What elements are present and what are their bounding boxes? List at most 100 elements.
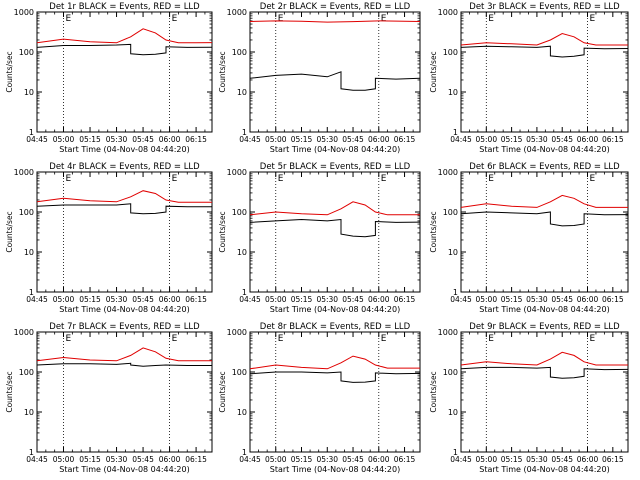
x-tick-label: 05:00 <box>475 455 497 464</box>
plot-frame <box>249 331 421 453</box>
x-tick-label: 05:45 <box>551 455 573 464</box>
x-tick-label: 06:15 <box>185 455 207 464</box>
x-tick-label: 04:45 <box>239 455 261 464</box>
x-tick-label: 06:00 <box>577 135 599 144</box>
event-marker-label: E <box>66 334 72 344</box>
event-marker-label: E <box>278 14 284 24</box>
x-tick-label: 05:00 <box>53 295 75 304</box>
x-tick-label: 05:45 <box>551 135 573 144</box>
event-marker-label: E <box>66 174 72 184</box>
x-tick-label: 06:00 <box>159 455 181 464</box>
y-tick-label: 1 <box>242 128 247 137</box>
x-tick-label: 06:15 <box>394 135 416 144</box>
x-tick-label: 06:15 <box>185 295 207 304</box>
y-tick-label: 1 <box>29 288 34 297</box>
y-axis-label: Counts/sec <box>5 51 14 92</box>
x-tick-label: 04:45 <box>239 295 261 304</box>
x-axis-label: Start Time (04-Nov-08 04:44:20) <box>59 305 189 314</box>
x-tick-label: 05:15 <box>79 135 101 144</box>
y-tick-label: 100 <box>232 48 247 57</box>
series-line-events <box>36 362 212 367</box>
detector-panel: Det 5r BLACK = Events, RED = LLD 1 10 100 10… <box>218 162 421 314</box>
x-tick-label: 05:15 <box>501 295 523 304</box>
event-marker-label: E <box>590 174 596 184</box>
event-marker-label: E <box>590 334 596 344</box>
y-axis-label: Counts/sec <box>429 211 438 252</box>
x-tick-label: 05:15 <box>501 135 523 144</box>
y-tick-label: 1000 <box>14 168 34 177</box>
event-marker-label: E <box>172 334 178 344</box>
y-tick-label: 10 <box>448 248 458 257</box>
x-tick-label: 06:00 <box>159 135 181 144</box>
x-tick-label: 05:30 <box>316 135 338 144</box>
x-tick-label: 06:00 <box>368 455 390 464</box>
y-tick-label: 100 <box>19 208 34 217</box>
y-tick-label: 10 <box>448 88 458 97</box>
y-tick-label: 10 <box>237 88 247 97</box>
x-tick-label: 05:45 <box>342 295 364 304</box>
series-line-lld <box>36 28 213 44</box>
x-tick-label: 05:00 <box>475 135 497 144</box>
y-tick-label: 100 <box>19 48 34 57</box>
panel-title: Det 5r BLACK = Events, RED = LLD <box>260 162 411 172</box>
y-tick-label: 1000 <box>227 168 247 177</box>
series-line-events <box>460 211 629 227</box>
series-line-events <box>36 203 212 215</box>
y-tick-label: 1 <box>453 128 458 137</box>
series-line-lld <box>249 201 420 216</box>
series-line-events <box>460 45 629 58</box>
series-line-events <box>249 371 421 383</box>
y-tick-label: 1000 <box>227 328 247 337</box>
y-tick-label: 10 <box>237 248 247 257</box>
x-tick-label: 05:15 <box>501 455 523 464</box>
plot-frame <box>460 171 629 293</box>
x-tick-label: 05:15 <box>291 455 313 464</box>
y-tick-label: 1000 <box>438 8 458 17</box>
y-tick-label: 10 <box>24 248 34 257</box>
panel-title: Det 4r BLACK = Events, RED = LLD <box>49 162 200 172</box>
x-tick-label: 06:00 <box>368 135 390 144</box>
x-tick-label: 04:45 <box>239 135 261 144</box>
detector-panel: Det 4r BLACK = Events, RED = LLD 1 10 100 10… <box>5 162 213 314</box>
y-axis-label: Counts/sec <box>429 51 438 92</box>
x-axis-label: Start Time (04-Nov-08 04:44:20) <box>479 305 609 314</box>
x-tick-label: 05:00 <box>475 295 497 304</box>
series-line-events <box>36 43 213 56</box>
x-tick-label: 04:45 <box>26 135 48 144</box>
x-tick-label: 05:30 <box>316 455 338 464</box>
panel-title: Det 3r BLACK = Events, RED = LLD <box>469 2 620 12</box>
y-tick-label: 1000 <box>438 168 458 177</box>
x-tick-label: 05:00 <box>53 135 75 144</box>
x-axis-label: Start Time (04-Nov-08 04:44:20) <box>59 145 189 154</box>
x-tick-label: 04:45 <box>26 295 48 304</box>
x-tick-label: 05:30 <box>526 455 548 464</box>
x-tick-label: 06:15 <box>602 135 624 144</box>
x-axis-label: Start Time (04-Nov-08 04:44:20) <box>270 465 400 474</box>
y-axis-label: Counts/sec <box>5 371 14 412</box>
y-axis-label: Counts/sec <box>218 211 227 252</box>
plot-frame <box>249 171 421 293</box>
x-tick-label: 05:15 <box>291 135 313 144</box>
event-marker-label: E <box>278 334 284 344</box>
x-tick-label: 05:45 <box>551 295 573 304</box>
plot-frame <box>36 171 213 293</box>
detector-panel: Det 8r BLACK = Events, RED = LLD 1 10 100 10… <box>218 322 421 474</box>
y-tick-label: 1000 <box>438 328 458 337</box>
series-line-lld <box>460 194 628 208</box>
series-line-lld <box>36 190 212 203</box>
x-tick-label: 06:15 <box>394 455 416 464</box>
event-marker-label: E <box>172 14 178 24</box>
y-tick-label: 10 <box>448 408 458 417</box>
x-tick-label: 05:00 <box>265 295 287 304</box>
event-marker-label: E <box>590 14 596 24</box>
y-tick-label: 10 <box>237 408 247 417</box>
y-tick-label: 100 <box>232 368 247 377</box>
x-tick-label: 05:45 <box>132 455 154 464</box>
y-tick-label: 10 <box>24 88 34 97</box>
panel-title: Det 6r BLACK = Events, RED = LLD <box>469 162 620 172</box>
y-tick-label: 100 <box>443 368 458 377</box>
event-marker-label: E <box>488 14 494 24</box>
series-line-lld <box>249 355 420 370</box>
x-tick-label: 06:00 <box>368 295 390 304</box>
y-tick-label: 1 <box>242 288 247 297</box>
